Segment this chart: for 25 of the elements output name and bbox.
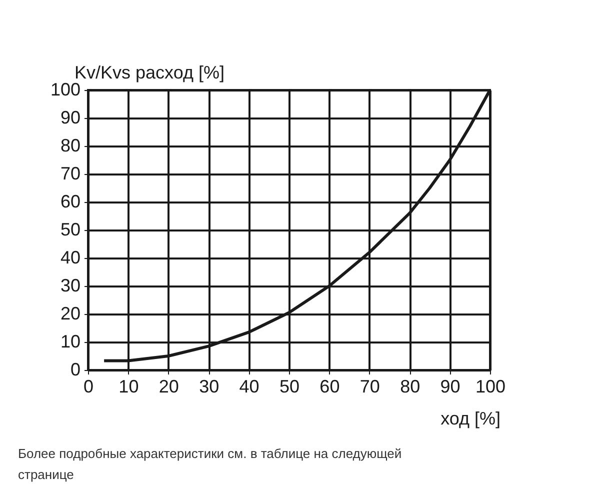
x-tick-label: 100: [475, 376, 506, 396]
x-tick-label: 20: [158, 376, 179, 396]
y-tick-label: 50: [60, 220, 80, 240]
x-tick-label: 30: [199, 376, 220, 396]
y-tick-label: 0: [70, 360, 80, 380]
x-axis-title: ход [%]: [440, 408, 500, 428]
y-tick-label: 70: [60, 164, 80, 184]
y-axis-title: Kv/Kvs расход [%]: [74, 62, 224, 82]
y-tick-label: 80: [60, 136, 80, 156]
x-tick-label: 90: [440, 376, 460, 396]
x-tick-label: 0: [83, 376, 94, 396]
text: Более подробные характеристики см. в таблице на следующей странице: [18, 446, 402, 482]
y-tick-label: 30: [60, 276, 80, 296]
x-tick-label: 50: [279, 376, 300, 396]
x-tick-label: 40: [239, 376, 260, 396]
y-tick-label: 10: [60, 332, 80, 352]
x-tick-label: 60: [320, 376, 340, 396]
x-tick-label: 10: [118, 376, 139, 396]
y-tick-label: 60: [60, 192, 80, 212]
y-tick-label: 100: [50, 80, 80, 100]
y-tick-label: 90: [60, 108, 80, 128]
x-tick-label: 80: [400, 376, 420, 396]
y-tick-label: 40: [60, 248, 80, 268]
x-tick-label: 70: [360, 376, 380, 396]
y-tick-label: 20: [60, 304, 80, 324]
